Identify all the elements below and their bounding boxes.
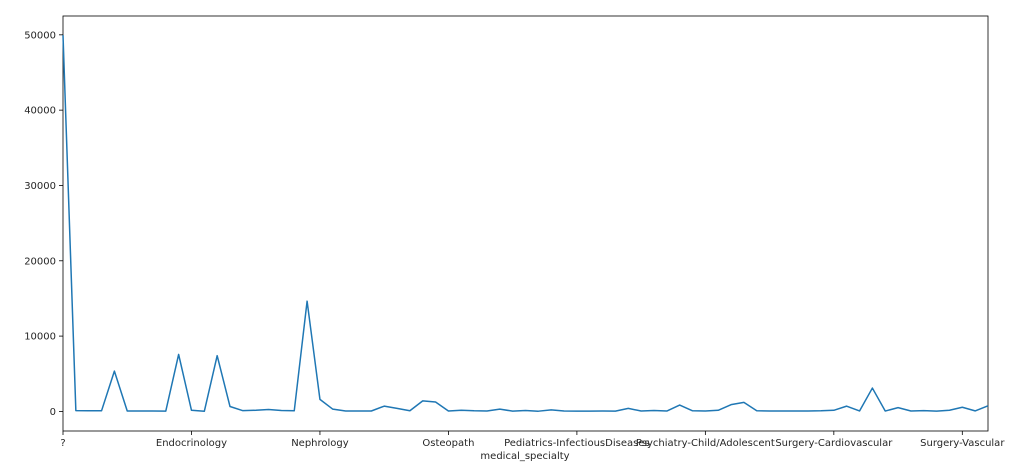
x-tick-label: ? bbox=[60, 438, 65, 449]
x-tick-label: Nephrology bbox=[291, 438, 349, 449]
series-line bbox=[62, 35, 989, 413]
x-axis: ? Endocrinology Nephrology Osteopath Pediatr… bbox=[60, 431, 1005, 449]
x-tick-label: Surgery-Vascular bbox=[920, 438, 1005, 449]
x-tick-label: Surgery-Cardiovascular bbox=[775, 438, 893, 449]
y-tick-label: 0 bbox=[50, 407, 56, 418]
y-tick-label: 20000 bbox=[24, 256, 56, 267]
y-tick-label: 50000 bbox=[24, 30, 56, 41]
y-tick-label: 30000 bbox=[24, 181, 56, 192]
x-axis-title: medical_specialty bbox=[480, 451, 569, 462]
y-axis: 0 10000 20000 30000 40000 50000 bbox=[24, 30, 63, 418]
x-tick-label: Endocrinology bbox=[156, 438, 227, 449]
y-tick-label: 10000 bbox=[24, 332, 56, 343]
y-tick-label: 40000 bbox=[24, 106, 56, 117]
x-tick-label: Osteopath bbox=[422, 438, 474, 449]
x-tick-label: Pediatrics-InfectiousDiseases bbox=[504, 438, 650, 449]
x-tick-label: Psychiatry-Child/Adolescent bbox=[636, 438, 775, 449]
plot-area bbox=[62, 15, 989, 432]
